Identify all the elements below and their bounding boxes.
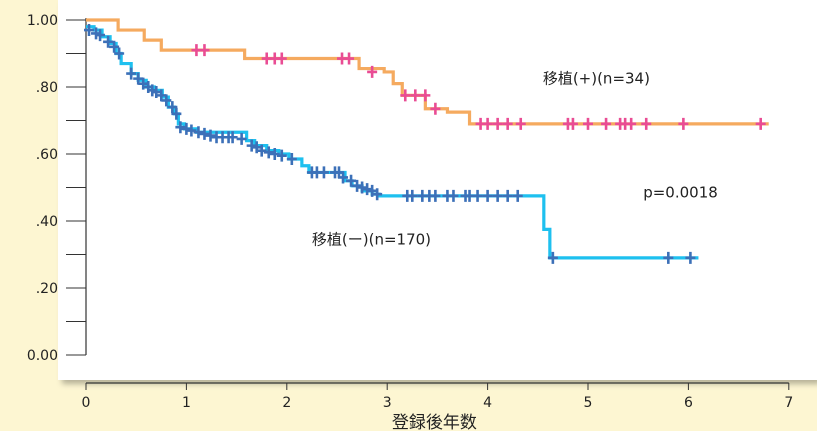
censor-mark-transplant_plus xyxy=(430,102,441,115)
censor-mark-transplant_minus xyxy=(448,189,459,202)
censor-mark-transplant_minus xyxy=(181,122,192,135)
censor-mark-transplant_minus xyxy=(269,148,280,160)
censor-mark-transplant_minus xyxy=(367,184,378,197)
censor-mark-transplant_plus xyxy=(420,89,431,102)
censor-mark-transplant_minus xyxy=(246,139,257,152)
censor-mark-transplant_minus xyxy=(482,189,493,202)
censor-mark-transplant_plus xyxy=(678,117,689,130)
censor-mark-transplant_minus xyxy=(663,251,674,264)
censor-mark-transplant_minus xyxy=(430,189,441,202)
x-tick-label: 3 xyxy=(383,395,392,411)
censor-mark-transplant_minus xyxy=(352,179,363,192)
censor-mark-transplant_minus xyxy=(193,126,204,139)
plot-area xyxy=(58,0,817,380)
censor-mark-transplant_plus xyxy=(755,117,766,130)
censor-mark-transplant_minus xyxy=(114,47,125,60)
axes: 0.00 .20 .40 .60 .80 1.00 0 1 2 3 4 5 6 7 xyxy=(27,13,793,411)
censor-mark-transplant_minus xyxy=(138,77,149,90)
x-tick-label: 6 xyxy=(684,395,693,411)
series-layer xyxy=(84,18,769,264)
censor-mark-transplant_minus xyxy=(372,188,383,201)
annotation-p-value: p=0.0018 xyxy=(643,184,718,202)
annotation-transplant-minus: 移植(ー)(n=170) xyxy=(312,230,431,248)
censor-mark-transplant_minus xyxy=(472,189,483,202)
censor-mark-transplant_plus xyxy=(199,44,210,57)
annotations: 移植(+)(n=34) 移植(ー)(n=170) p=0.0018 xyxy=(312,70,718,249)
x-tick-label: 5 xyxy=(584,395,593,411)
censor-mark-transplant_minus xyxy=(205,129,216,142)
y-tick-label: .60 xyxy=(36,147,58,163)
censor-mark-transplant_minus xyxy=(685,251,696,264)
censor-mark-transplant_minus xyxy=(199,127,210,140)
censor-mark-transplant_minus xyxy=(151,86,162,99)
censor-mark-transplant_minus xyxy=(156,89,167,102)
series-line-transplant_plus xyxy=(86,18,769,126)
censor-mark-transplant_minus xyxy=(502,189,513,202)
censor-mark-transplant_minus xyxy=(357,181,368,194)
censor-mark-transplant_minus xyxy=(95,29,106,42)
y-tick-label: .40 xyxy=(36,214,58,230)
x-tick-label: 0 xyxy=(82,395,91,411)
censor-mark-transplant_minus xyxy=(362,183,373,196)
censor-mark-transplant_plus xyxy=(367,65,378,78)
censor-mark-transplant_plus xyxy=(601,117,612,130)
censor-mark-transplant_plus xyxy=(583,117,593,130)
censor-mark-transplant_plus xyxy=(400,89,411,102)
censor-mark-transplant_minus xyxy=(167,101,178,114)
censor-mark-transplant_minus xyxy=(84,24,95,37)
censor-mark-transplant_minus xyxy=(492,189,503,202)
censor-mark-transplant_minus xyxy=(286,153,297,166)
censor-mark-transplant_minus xyxy=(103,35,114,48)
censor-mark-transplant_minus xyxy=(161,94,172,107)
censor-mark-transplant_minus xyxy=(407,189,418,202)
y-tick-label: .20 xyxy=(36,281,58,297)
censor-mark-transplant_minus xyxy=(338,171,349,184)
censor-mark-transplant_minus xyxy=(547,251,558,264)
x-tick-label: 4 xyxy=(483,395,492,411)
censor-mark-transplant_minus xyxy=(263,146,274,159)
censor-mark-transplant_minus xyxy=(171,107,182,120)
y-tick-label: 0.00 xyxy=(27,348,58,364)
y-tick-label: .80 xyxy=(36,80,58,96)
censor-mark-transplant_plus xyxy=(344,52,355,65)
censor-mark-transplant_minus xyxy=(512,189,523,202)
censor-mark-transplant_minus xyxy=(256,144,267,157)
censor-mark-transplant_plus xyxy=(502,117,513,130)
x-tick-label: 1 xyxy=(182,395,191,411)
censor-mark-transplant_plus xyxy=(626,117,637,130)
x-tick-label: 2 xyxy=(282,395,291,411)
censor-mark-transplant_plus xyxy=(410,89,421,102)
censor-mark-transplant_minus xyxy=(175,121,186,134)
x-axis-label: 登録後年数 xyxy=(392,413,477,431)
censor-mark-transplant_minus xyxy=(109,40,120,53)
censor-mark-transplant_minus xyxy=(251,141,262,154)
censor-mark-transplant_minus xyxy=(186,124,197,137)
y-tick-label: 1.00 xyxy=(27,13,58,29)
censor-mark-transplant_minus xyxy=(318,166,329,179)
censor-mark-transplant_plus xyxy=(276,52,287,65)
censor-mark-transplant_plus xyxy=(492,117,503,130)
annotation-transplant-plus: 移植(+)(n=34) xyxy=(543,70,650,88)
censor-mark-transplant_plus xyxy=(567,117,578,130)
censor-mark-transplant_minus xyxy=(236,132,247,145)
censor-mark-transplant_minus xyxy=(133,72,144,85)
censor-mark-transplant_plus xyxy=(482,117,493,130)
censor-mark-transplant_minus xyxy=(126,67,137,80)
censor-mark-transplant_plus xyxy=(641,117,652,130)
censor-mark-transplant_minus xyxy=(346,174,357,187)
x-tick-label: 7 xyxy=(784,395,793,411)
censor-mark-transplant_minus xyxy=(227,131,238,144)
censor-mark-transplant_plus xyxy=(515,117,526,130)
censor-mark-transplant_minus xyxy=(276,149,287,162)
